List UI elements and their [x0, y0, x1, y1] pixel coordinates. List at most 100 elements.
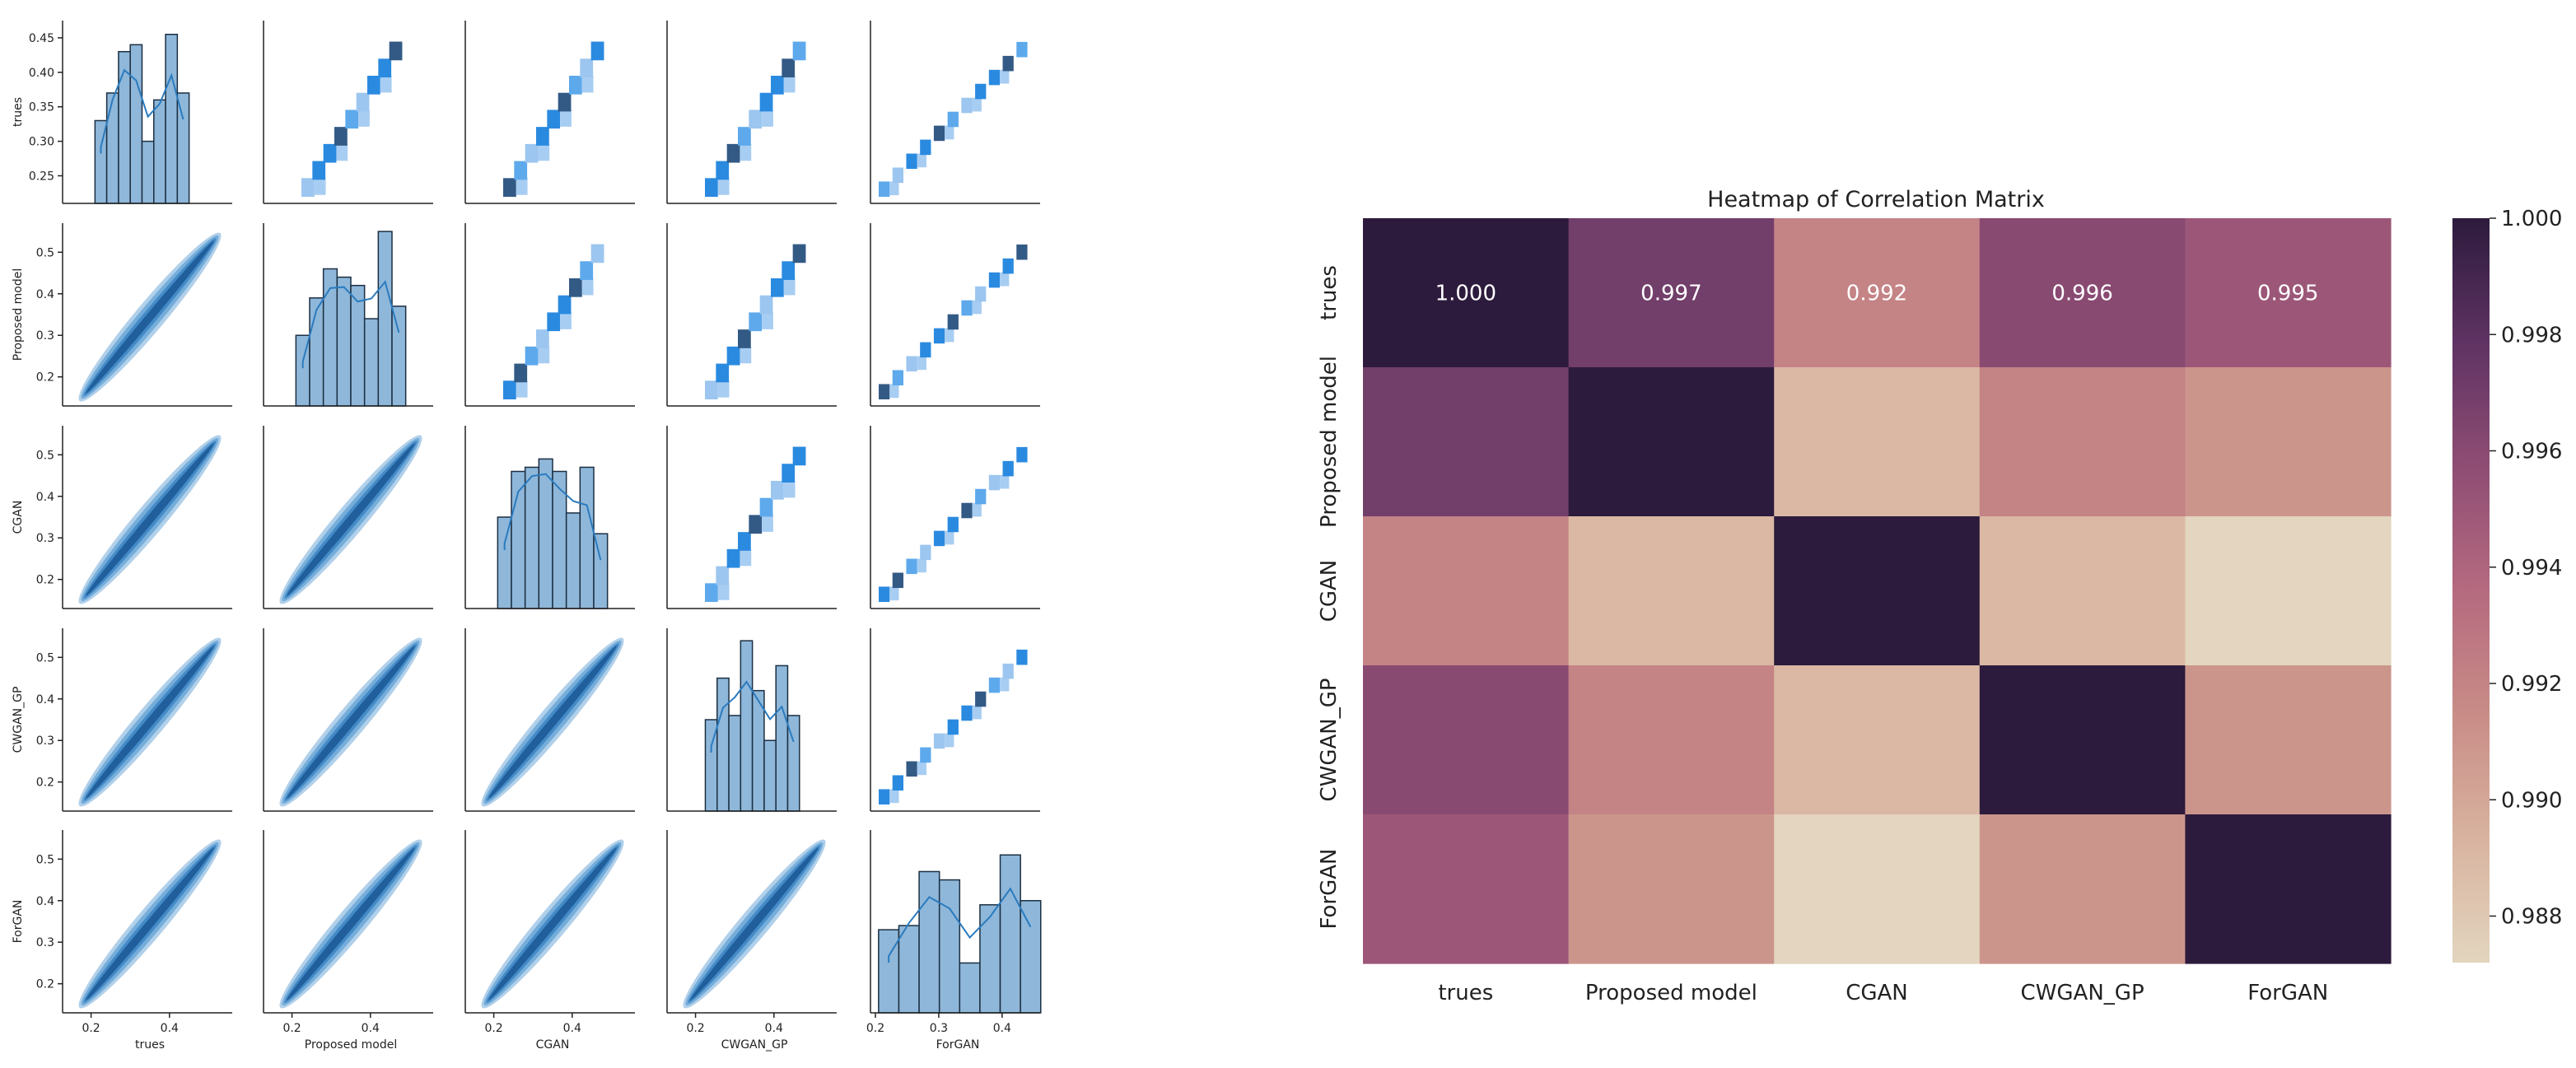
pair-panel-2-2	[464, 426, 635, 609]
hist2d-bin-0-4-8	[988, 69, 1001, 86]
hist2d-bin-0-3-4	[749, 110, 763, 129]
hist2d-bin-1-3-3	[738, 329, 751, 348]
hist2d-bin-2-4-2	[906, 558, 917, 575]
heatmap-cell-0-0	[1363, 218, 1570, 368]
hist-bar-4-4	[959, 962, 981, 1014]
y-axis-title-4: ForGAN	[12, 900, 25, 944]
heatmap-cell-0-1	[1568, 218, 1775, 368]
heatmap-cell-0-2	[1774, 218, 1981, 368]
hist2d-bin-2-4-6b	[972, 502, 982, 517]
hist2d-bin-0-2-6	[569, 75, 582, 95]
hist2d-bin-0-2-2	[525, 143, 539, 163]
pair-panel-3-1	[263, 628, 433, 812]
hist2d-bin-1-2-1	[514, 363, 528, 383]
heatmap-cell-3-1	[1568, 665, 1775, 815]
heatmap-cell-4-2	[1774, 814, 1981, 964]
hist-bar-3-1	[716, 677, 730, 812]
heatmap-cell-3-3	[1979, 665, 2186, 815]
y-tick-label-3-2: 0.4	[36, 693, 54, 707]
hist2d-bin-1-4-4	[933, 328, 945, 344]
hist-bar-0-1	[105, 92, 119, 204]
kde-line-2	[503, 473, 602, 561]
pair-panel-0-4	[870, 21, 1040, 204]
heatmap-cell-3-4	[2185, 665, 2392, 815]
hist2d-bin-1-2-4	[547, 312, 561, 332]
hist2d-bin-1-2-3	[536, 329, 549, 348]
hist-bar-4-7	[1020, 900, 1042, 1014]
heatmap-row-label-cgan: CGAN	[1317, 560, 1342, 623]
hist2d-bin-2-3-2	[726, 548, 740, 568]
hist2d-bin-2-3-6b	[783, 480, 796, 498]
heatmap-cell-1-4	[2185, 367, 2392, 517]
kde-contour-3-0-3	[86, 646, 214, 799]
hist2d-bin-0-3-6b	[783, 75, 796, 93]
hist2d-bin-0-3-3	[738, 127, 751, 146]
x-tick-label-0-1: 0.4	[161, 1022, 179, 1035]
heatmap-cell-2-2	[1774, 516, 1981, 666]
hist-bar-2-2	[524, 466, 540, 609]
y-tick-label-0-1: 0.30	[29, 136, 54, 149]
hist-bar-1-6	[377, 231, 393, 407]
hist2d-bin-0-3-4b	[762, 110, 773, 127]
hist2d-bin-2-4-8b	[1000, 474, 1010, 489]
hist-bar-3-2	[728, 715, 742, 812]
y-tick-label-1-3: 0.5	[36, 246, 54, 259]
heatmap-title: Heatmap of Correlation Matrix	[1707, 187, 2045, 212]
kde-contour-3-2-3	[488, 646, 617, 799]
hist2d-bin-1-3-0	[705, 380, 718, 399]
hist2d-bin-3-4-2	[906, 761, 917, 777]
heatmap-cell-4-3	[1979, 814, 2186, 964]
hist2d-bin-0-4-9	[1002, 55, 1014, 72]
heatmap-cell-4-1	[1568, 814, 1775, 964]
hist-bar-2-7	[593, 533, 609, 609]
y-tick-label-1-2: 0.4	[36, 288, 54, 301]
hist2d-bin-1-4-7	[975, 286, 987, 302]
hist2d-bin-0-4-6b	[972, 97, 982, 112]
hist2d-bin-2-3-8	[792, 446, 806, 466]
hist2d-bin-0-1-0b	[314, 178, 326, 195]
pair-panel-4-1: 0.2 0.4 Proposed model	[263, 830, 433, 1052]
hist2d-bin-3-4-6	[961, 705, 973, 721]
hist2d-bin-3-4-10	[1016, 649, 1028, 665]
colorbar-tick-label-0: 1.000	[2501, 207, 2562, 231]
hist2d-bin-1-3-1	[716, 363, 730, 383]
hist-bar-4-0	[878, 929, 900, 1014]
hist-bar-2-6	[579, 466, 595, 609]
pair-panel-1-4	[870, 223, 1040, 407]
hist-bar-3-4	[751, 689, 765, 812]
pair-plot: 0.25 0.30 0.35 0.40 0.45 trues 0.2 0.3 0.4 0.5 Pro…	[12, 21, 1042, 1052]
hist-bar-3-5	[763, 739, 777, 812]
heatmap-cell-2-3	[1979, 516, 2186, 666]
kde-contour-2-0-3	[86, 443, 214, 596]
hist-bar-3-6	[775, 665, 789, 812]
pair-panel-2-0: 0.2 0.3 0.4 0.5 CGAN	[12, 426, 232, 609]
hist2d-bin-1-4-8b	[1000, 272, 1010, 287]
kde-contour-4-2-3	[488, 847, 617, 1000]
pair-panel-0-1	[263, 21, 433, 204]
heatmap-col-label-forgan: ForGAN	[2247, 981, 2328, 1005]
kde-contour-4-1-3	[287, 847, 415, 1000]
pair-panel-0-2	[464, 21, 635, 204]
hist2d-bin-0-4-2	[906, 153, 917, 170]
hist2d-bin-2-3-6	[771, 480, 784, 500]
heatmap-annotation-4: 0.995	[2257, 282, 2318, 306]
hist2d-bin-3-4-3	[920, 747, 931, 763]
hist2d-bin-1-3-7	[782, 261, 796, 280]
hist2d-bin-0-2-7	[580, 58, 594, 77]
x-tick-label-0-0: 0.2	[82, 1022, 100, 1035]
colorbar-tick-label-5: 0.990	[2501, 788, 2562, 813]
hist2d-bin-0-2-1	[514, 161, 528, 180]
hist2d-bin-1-2-0	[503, 380, 516, 399]
hist2d-bin-1-4-9	[1002, 258, 1014, 274]
y-tick-label-0-4: 0.45	[29, 32, 54, 45]
hist2d-bin-2-3-3	[738, 532, 751, 551]
x-tick-label-3-0: 0.2	[686, 1022, 704, 1035]
hist2d-bin-2-3-0b	[717, 583, 730, 600]
hist2d-bin-1-2-7	[580, 261, 594, 280]
hist2d-bin-1-2-2	[525, 346, 539, 366]
hist2d-bin-3-4-8	[988, 677, 1001, 693]
hist2d-bin-2-3-4	[749, 515, 763, 534]
y-tick-label-4-1: 0.3	[36, 936, 54, 949]
hist2d-bin-2-4-6	[961, 502, 973, 519]
